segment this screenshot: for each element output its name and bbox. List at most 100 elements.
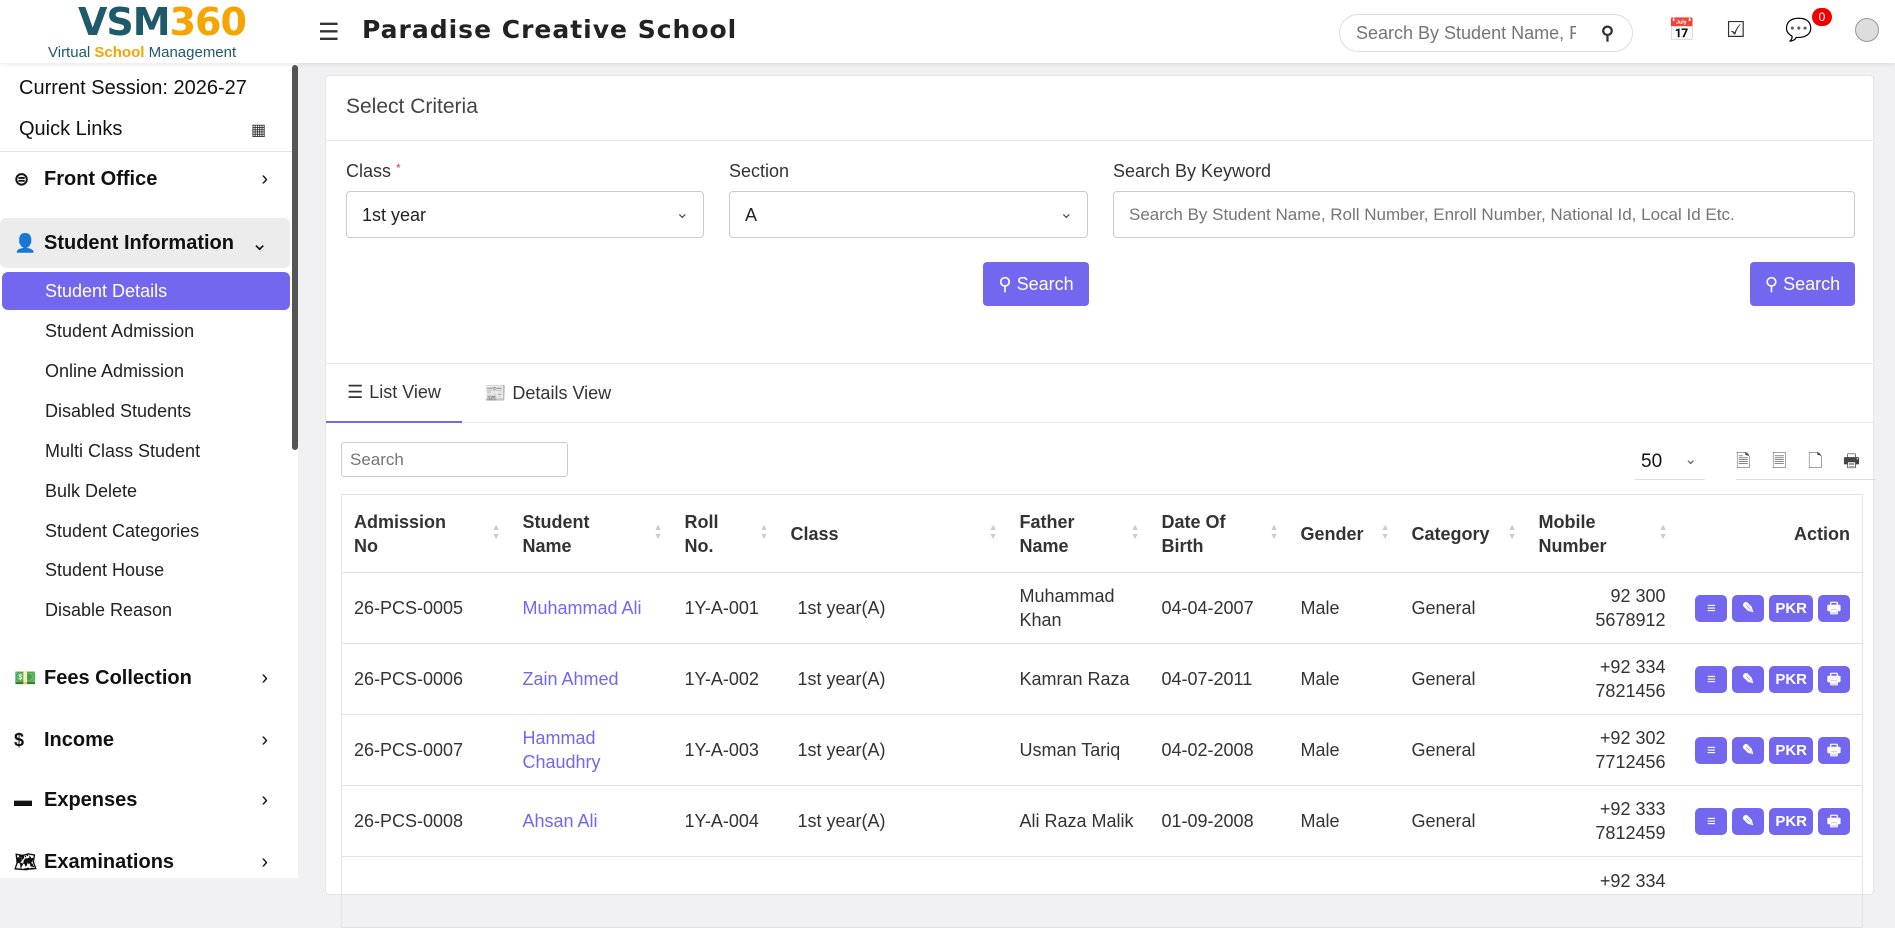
tab-list-view[interactable]: ☰ List View	[326, 364, 462, 423]
fees-pkr-button[interactable]: PKR	[1769, 807, 1813, 835]
sidebar-item-income[interactable]: $ Income ›	[0, 718, 290, 762]
student-name-link[interactable]: Ahsan Ali	[510, 785, 673, 857]
sidebar-sub-student-house[interactable]: Student House	[45, 560, 165, 580]
column-header-label: Class	[790, 523, 839, 544]
grid-icon[interactable]: ▦	[251, 122, 267, 139]
sidebar-scrollbar[interactable]	[292, 65, 298, 450]
column-header-student-name[interactable]: Student Name ▲ ▼	[510, 494, 673, 573]
hamburger-menu-icon[interactable]: ☰	[318, 19, 340, 46]
sidebar-sub-disable-reason[interactable]: Disable Reason	[45, 600, 173, 620]
section-select[interactable]: A ⌄	[729, 191, 1088, 238]
column-header-mobile-number[interactable]: Mobile Number ▲ ▼	[1526, 494, 1678, 573]
print-button[interactable]: 🖶	[1818, 736, 1850, 764]
sidebar-item-fees-collection[interactable]: 💵 Fees Collection ›	[0, 656, 290, 700]
print-button[interactable]: 🖶	[1818, 807, 1850, 835]
roll-no-cell: 1Y-A-003	[672, 714, 779, 786]
tab-details-view[interactable]: 📰 Details View	[484, 364, 624, 423]
sort-icon[interactable]: ▲ ▼	[653, 522, 663, 541]
sort-icon[interactable]: ▲ ▼	[491, 522, 501, 541]
table-search-input[interactable]	[341, 442, 568, 477]
keyword-search-input[interactable]	[1113, 191, 1855, 238]
fees-pkr-button[interactable]: PKR	[1769, 665, 1813, 693]
search-icon[interactable]: ⚲	[1600, 23, 1614, 43]
fees-pkr-button[interactable]: PKR	[1769, 594, 1813, 622]
edit-button[interactable]: ✎	[1732, 594, 1765, 622]
page-size-select[interactable]: 50 ⌄	[1635, 442, 1705, 480]
sidebar-sub-online-admission[interactable]: Online Admission	[45, 361, 185, 381]
column-header-roll-no[interactable]: Roll No. ▲ ▼	[672, 494, 779, 573]
edit-button[interactable]: ✎	[1732, 807, 1765, 835]
view-details-button[interactable]: ≡	[1695, 665, 1728, 693]
father-name-cell: Usman Tariq	[1007, 714, 1150, 786]
global-search[interactable]: ⚲	[1339, 14, 1633, 52]
quick-links[interactable]: Quick Links	[19, 118, 123, 140]
class-label: Class *	[346, 161, 401, 182]
map-icon: 🗺	[14, 851, 37, 872]
chat-icon[interactable]: 💬	[1785, 17, 1813, 42]
print-button[interactable]: 🖶	[1818, 665, 1850, 693]
export-toolbar: 🗎 🗏 🗋 🖶	[1736, 442, 1876, 480]
column-header-date-of-birth[interactable]: Date Of Birth ▲ ▼	[1149, 494, 1289, 573]
sidebar-item-examinations[interactable]: 🗺 Examinations ›	[0, 840, 290, 884]
view-details-button[interactable]: ≡	[1695, 807, 1728, 835]
notification-badge: 0	[1812, 8, 1832, 26]
pdf-export-icon[interactable]: 🗋	[1808, 451, 1823, 471]
class-search-button[interactable]: ⚲ Search	[983, 262, 1089, 306]
calendar-icon[interactable]: 📅	[1668, 17, 1696, 42]
logo-sub: School	[94, 44, 145, 61]
column-header-action[interactable]: Action	[1677, 494, 1863, 573]
student-name-link[interactable]: Zain Ahmed	[510, 643, 673, 715]
sidebar-item-front-office[interactable]: ⊜ Front Office ›	[0, 157, 290, 201]
excel-export-icon[interactable]: 🗎	[1736, 451, 1751, 471]
student-name-link[interactable]: Hammad Chaudhry	[510, 714, 673, 786]
chevron-right-icon: ›	[261, 666, 268, 689]
sort-icon[interactable]: ▲ ▼	[1269, 522, 1279, 541]
chevron-right-icon: ›	[261, 728, 268, 751]
divider	[0, 151, 292, 152]
column-header-class[interactable]: Class ▲ ▼	[778, 494, 1008, 573]
mobile-cell: +92 302 7712456	[1526, 714, 1678, 786]
view-details-button[interactable]: ≡	[1695, 594, 1728, 622]
mobile-cell: 92 300 5678912	[1526, 572, 1678, 644]
student-name-link[interactable]: Muhammad Ali	[510, 572, 673, 644]
sidebar-sub-disabled-students[interactable]: Disabled Students	[45, 401, 192, 421]
class-select[interactable]: 1st year ⌄	[346, 191, 704, 238]
sort-icon[interactable]: ▲ ▼	[759, 522, 769, 541]
keyword-search-button[interactable]: ⚲ Search	[1750, 262, 1855, 306]
money-icon: 💵	[14, 667, 37, 688]
sidebar-sub-multi-class-student[interactable]: Multi Class Student	[45, 441, 201, 461]
global-search-input[interactable]	[1356, 23, 1576, 44]
column-header-father-name[interactable]: Father Name ▲ ▼	[1007, 494, 1150, 573]
edit-button[interactable]: ✎	[1732, 665, 1765, 693]
sidebar-item-student-information[interactable]: 👤 Student Information ⌄	[0, 218, 290, 268]
view-details-button[interactable]: ≡	[1695, 736, 1728, 764]
sort-icon[interactable]: ▲ ▼	[988, 522, 998, 541]
menu-label: Expenses	[44, 788, 138, 811]
vsm360-logo[interactable]: VSM360 Virtual School Management	[44, 2, 254, 61]
sort-icon[interactable]: ▲ ▼	[1507, 522, 1517, 541]
sidebar-sub-student-admission[interactable]: Student Admission	[45, 321, 195, 341]
edit-button[interactable]: ✎	[1732, 736, 1765, 764]
sidebar-sub-student-categories[interactable]: Student Categories	[45, 521, 200, 541]
button-label: Search	[1783, 273, 1841, 294]
sidebar-item-expenses[interactable]: ▬ Expenses ›	[0, 778, 290, 822]
fees-pkr-button[interactable]: PKR	[1769, 736, 1813, 764]
task-check-icon[interactable]: ☑	[1726, 17, 1746, 42]
gender-cell: Male	[1288, 714, 1400, 786]
gender-cell: Male	[1288, 785, 1400, 857]
category-cell: General	[1399, 714, 1527, 786]
column-header-admission-no[interactable]: Admission No ▲ ▼	[341, 494, 511, 573]
sidebar-sub-bulk-delete[interactable]: Bulk Delete	[45, 481, 138, 501]
csv-export-icon[interactable]: 🗏	[1772, 451, 1787, 471]
table-cell	[1288, 856, 1400, 928]
column-header-gender[interactable]: Gender ▲ ▼	[1288, 494, 1400, 573]
avatar[interactable]	[1855, 18, 1879, 42]
sort-icon[interactable]: ▲ ▼	[1130, 522, 1140, 541]
column-header-category[interactable]: Category ▲ ▼	[1399, 494, 1527, 573]
print-button[interactable]: 🖶	[1818, 594, 1850, 622]
sort-icon[interactable]: ▲ ▼	[1658, 522, 1668, 541]
dollar-icon: $	[14, 729, 25, 750]
sidebar-sub-student-details[interactable]: Student Details	[2, 272, 290, 310]
sort-icon[interactable]: ▲ ▼	[1380, 522, 1390, 541]
print-icon[interactable]: 🖶	[1843, 451, 1860, 471]
